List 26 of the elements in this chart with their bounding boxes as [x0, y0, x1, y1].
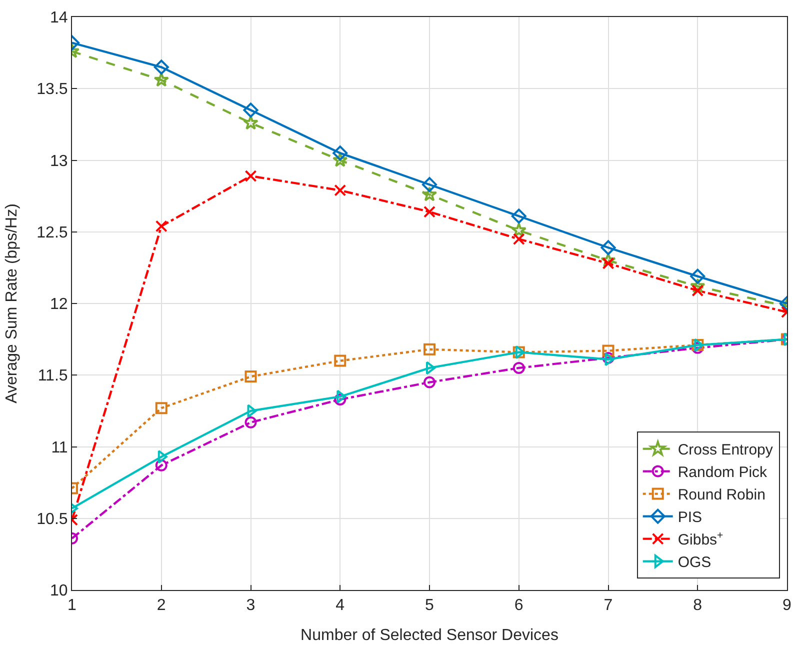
- legend-label: Round Robin: [678, 486, 766, 504]
- y-tick-label: 10: [50, 582, 68, 600]
- y-axis-title: Average Sum Rate (bps/Hz): [4, 204, 21, 404]
- y-tick-label: 12.5: [36, 224, 68, 242]
- x-tick-label: 2: [156, 597, 166, 614]
- legend-label: Gibbs$^{+}$: [678, 529, 724, 549]
- x-tick-label: 9: [782, 597, 792, 614]
- x-tick-label: 5: [425, 597, 434, 614]
- y-tick-label: 12: [50, 296, 68, 314]
- legend-label: Random Pick: [678, 464, 768, 482]
- x-tick-label: 4: [336, 597, 345, 614]
- legend-label: OGS: [678, 554, 712, 572]
- y-tick-label: 13: [50, 152, 68, 170]
- y-tick-label: 10.5: [36, 510, 68, 528]
- y-tick-label: 13.5: [36, 81, 68, 98]
- y-tick-label: 11: [51, 439, 68, 456]
- x-tick-label: 8: [693, 597, 702, 614]
- y-tick-label: 14: [50, 10, 68, 27]
- legend-label: Cross Entropy: [678, 442, 774, 459]
- y-tick-label: 11.5: [38, 368, 68, 385]
- x-tick-label: 7: [604, 597, 613, 614]
- x-tick-label: 3: [246, 597, 256, 614]
- x-axis-title: Number of Selected Sensor Devices: [300, 626, 558, 644]
- legend-label: PIS: [678, 509, 702, 526]
- x-tick-label: 6: [514, 597, 524, 614]
- x-tick-label: 1: [68, 597, 77, 614]
